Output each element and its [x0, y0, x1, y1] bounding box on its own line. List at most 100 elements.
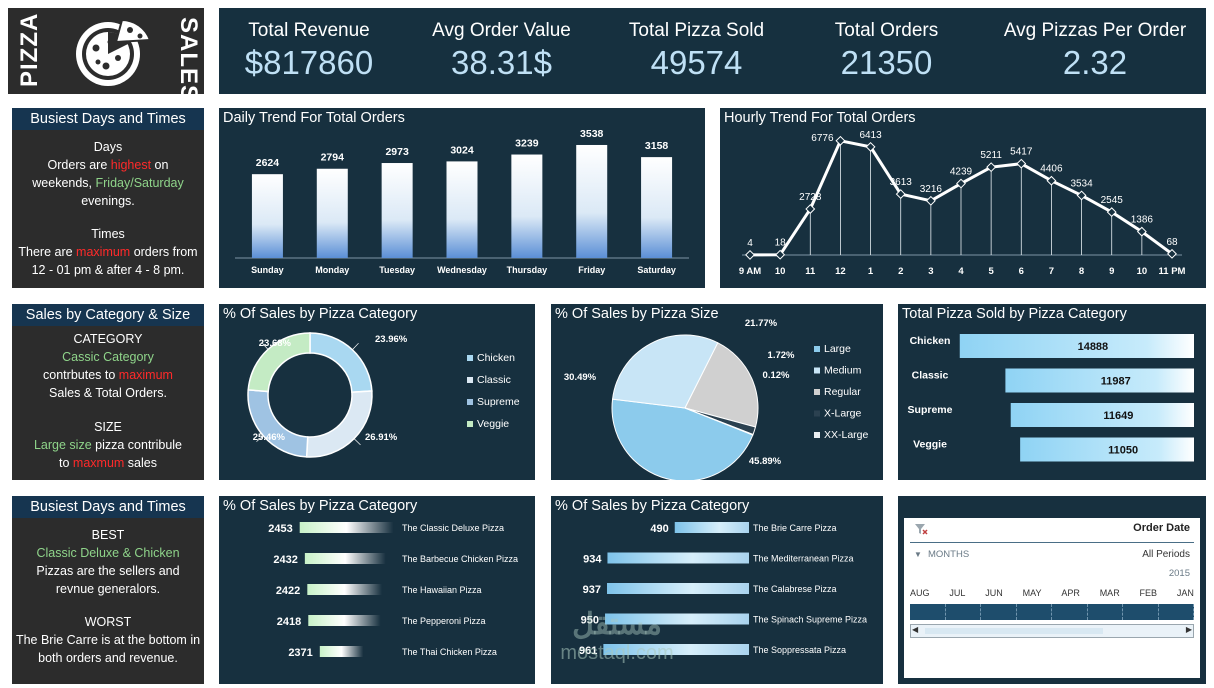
- data-label: 2453: [268, 523, 292, 535]
- data-label: 18: [775, 238, 787, 249]
- data-label: 6776: [811, 133, 834, 144]
- hourly-trend-chart: 4 9 AM 18 10 2728 11 6776 12 6413 1 3613 2 3216 3 4239…: [739, 130, 1186, 277]
- data-label: 3534: [1070, 178, 1093, 189]
- scroll-right-icon[interactable]: ▶: [1185, 625, 1192, 634]
- data-label: 3216: [920, 184, 943, 195]
- bar: [607, 552, 749, 564]
- data-label: 5211: [980, 150, 1002, 161]
- y-tick-label: The Spinach Supreme Pizza: [753, 615, 867, 625]
- y-tick-label: The Pepperoni Pizza: [402, 616, 486, 626]
- insight-title: Sales by Category & Size: [12, 304, 204, 326]
- category-qty-chart: Chicken 14888 Classic 11987 Supreme 11649 Vegg…: [908, 334, 1194, 462]
- slice-supreme: [247, 389, 309, 458]
- size-line-1: Large size pizza contribule: [12, 436, 204, 454]
- best-line-3: revnue generalors.: [55, 582, 161, 596]
- data-label: 2728: [799, 192, 822, 203]
- text: pizza contribule: [91, 438, 182, 452]
- data-point: [1016, 158, 1027, 169]
- data-label: 14888: [1078, 341, 1109, 353]
- y-tick-label: The Classic Deluxe Pizza: [402, 523, 504, 533]
- year-label: 2015: [1168, 568, 1190, 579]
- data-label: 2794: [321, 152, 345, 164]
- bar-thursday: [511, 154, 543, 258]
- month-tile[interactable]: [981, 604, 1017, 620]
- data-label: 3613: [890, 177, 913, 188]
- top5-panel: % Of Sales by Pizza Category 2453 The Cla…: [219, 496, 535, 684]
- x-tick-label: 4: [958, 266, 964, 277]
- highlight-green: Large size: [33, 438, 92, 452]
- y-tick-label: The Soppressata Pizza: [753, 645, 846, 655]
- order-date-slicer[interactable]: Order Date ▼ MONTHS All Periods 2015 AUG…: [904, 518, 1200, 678]
- bar-tuesday: [381, 163, 413, 258]
- data-label: 26.91%: [365, 432, 398, 443]
- month-tile[interactable]: [1052, 604, 1088, 620]
- legend-label: XX-Large: [824, 429, 869, 441]
- data-label: 1386: [1131, 215, 1154, 226]
- kpi-value: 38.31$: [451, 44, 552, 81]
- insight-days: Days Orders are highest on weekends, Fri…: [12, 138, 204, 210]
- data-label: 0.12%: [763, 370, 790, 381]
- y-tick-label: Veggie: [913, 439, 947, 451]
- month-tile[interactable]: [1017, 604, 1052, 620]
- data-label: 1.72%: [768, 350, 795, 361]
- scroll-left-icon[interactable]: ◀: [912, 625, 919, 634]
- size-heading: SIZE: [94, 420, 122, 434]
- data-label: 3024: [450, 144, 474, 156]
- month-tile[interactable]: [946, 604, 981, 620]
- kpi-strip: Total Revenue $817860 Avg Order Value 38…: [219, 8, 1206, 94]
- data-label: 3239: [515, 138, 539, 150]
- chart-title: Daily Trend For Total Orders: [223, 110, 405, 126]
- data-label: 950: [581, 615, 599, 627]
- month-tile[interactable]: [1159, 604, 1194, 620]
- x-tick-label: 10: [1137, 266, 1148, 277]
- x-tick-label: 9 AM: [739, 266, 761, 277]
- legend-label: Medium: [824, 365, 862, 377]
- scroll-thumb[interactable]: [925, 628, 1103, 634]
- data-point: [1076, 190, 1087, 201]
- legend-swatch: [814, 432, 820, 438]
- worst-heading: WORST: [84, 615, 132, 629]
- data-point: [745, 249, 755, 260]
- bar-veggie: [1020, 437, 1194, 462]
- x-tick-label: 6: [1019, 266, 1024, 277]
- x-tick-label: 3: [928, 266, 933, 277]
- bar: [319, 646, 364, 657]
- month-labels: AUG JUL JUN MAY APR MAR FEB JAN: [910, 588, 1194, 602]
- y-tick-label: The Thai Chicken Pizza: [402, 647, 497, 657]
- month-tile[interactable]: [910, 604, 946, 620]
- data-label: 4: [747, 238, 753, 249]
- watermark: مستقل mostaql.com: [537, 608, 697, 672]
- kpi-value: 2.32: [1062, 44, 1128, 81]
- slice-xx-large: [684, 407, 754, 436]
- clear-filter-icon[interactable]: [914, 522, 930, 538]
- data-point: [835, 135, 846, 146]
- x-tick-label: 9: [1109, 266, 1114, 277]
- kpi-label: Total Revenue: [248, 20, 370, 41]
- slice-veggie: [247, 332, 311, 393]
- chart-title: % Of Sales by Pizza Category: [555, 498, 750, 514]
- data-label: 2624: [256, 157, 280, 169]
- slice-classic: [305, 390, 373, 458]
- kpi-label: Avg Order Value: [432, 20, 571, 41]
- category-heading: CATEGORY: [73, 332, 143, 346]
- slice-regular: [684, 342, 759, 428]
- data-point: [775, 249, 786, 260]
- data-label: 2371: [288, 647, 312, 659]
- timeline-bar[interactable]: [910, 604, 1194, 620]
- text: Orders are: [47, 158, 111, 172]
- time-level-label[interactable]: MONTHS: [928, 549, 970, 560]
- legend-label: Large: [824, 343, 851, 355]
- insight-panel-category-size: Sales by Category & Size CATEGORY Cassic…: [12, 304, 204, 480]
- month-tile[interactable]: [1088, 604, 1123, 620]
- chevron-down-icon[interactable]: ▼: [914, 550, 922, 559]
- month-tile[interactable]: [1123, 604, 1159, 620]
- insight-best: BEST Classic Deluxe & Chicken Pizzas are…: [12, 526, 204, 598]
- bar-sunday: [251, 174, 283, 258]
- size-pct-panel: % Of Sales by Pizza Size 45.89% 30.49% 21.…: [551, 304, 883, 480]
- month-label: JAN: [1176, 588, 1194, 598]
- timeline-scrollbar[interactable]: ◀ ▶: [910, 624, 1194, 638]
- legend-label: Regular: [824, 386, 861, 398]
- data-label: 23.96%: [375, 334, 408, 345]
- legend-swatch: [467, 355, 473, 361]
